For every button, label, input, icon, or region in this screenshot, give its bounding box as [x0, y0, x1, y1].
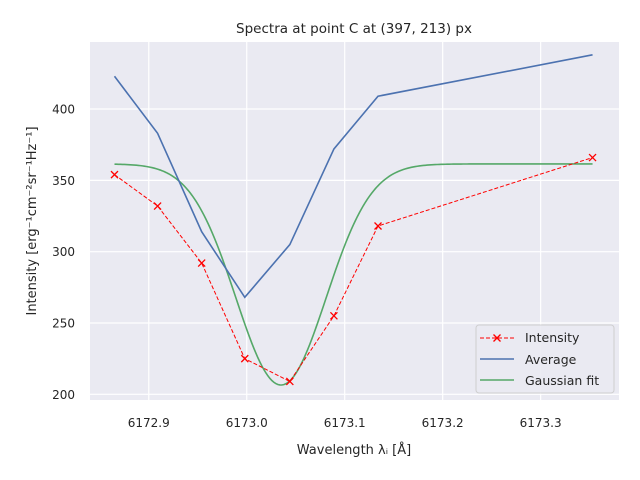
intensity-point — [110, 170, 119, 179]
intensity-point — [153, 202, 162, 210]
y-tick-label: 200 — [52, 388, 75, 402]
y-tick-label: 250 — [52, 316, 75, 330]
y-tick-label: 400 — [52, 103, 75, 117]
intensity-marker-stroke — [588, 153, 597, 162]
intensity-point — [329, 311, 338, 320]
legend-average-label: Average — [525, 352, 577, 367]
x-tick-label: 6172.9 — [128, 416, 170, 430]
y-tick-label: 350 — [52, 174, 75, 188]
intensity-point — [197, 259, 206, 268]
legend-entry-gaussian-fit: Gaussian fit — [480, 373, 599, 388]
y-tick-label: 300 — [52, 245, 75, 259]
intensity-marker-stroke — [240, 354, 249, 363]
intensity-point — [240, 354, 249, 363]
x-tick-label: 6173.0 — [226, 416, 268, 430]
intensity-point — [285, 377, 294, 386]
intensity-marker-stroke — [374, 222, 382, 230]
legend-intensity-label: Intensity — [525, 330, 580, 345]
intensity-point — [374, 222, 382, 230]
series-gaussian-fit-line — [114, 163, 593, 386]
x-tick-label: 6173.2 — [422, 416, 464, 430]
intensity-marker-stroke — [110, 170, 119, 179]
x-axis-label: Wavelength λᵢ [Å] — [297, 442, 411, 458]
x-tick-labels: 6172.9 6173.0 6173.1 6173.2 6173.3 — [128, 416, 562, 430]
intensity-point — [588, 153, 597, 162]
y-axis-label: Intensity [erg⁻¹cm⁻²sr⁻¹Hz⁻¹] — [25, 126, 40, 315]
series-intensity-line — [114, 157, 593, 383]
legend-entry-intensity: Intensity — [480, 330, 580, 345]
intensity-marker-stroke — [197, 259, 206, 268]
legend-gaussian-label: Gaussian fit — [525, 373, 599, 388]
legend-entry-average: Average — [480, 352, 577, 367]
legend-box — [475, 324, 615, 394]
legend-intensity-marker — [493, 334, 501, 342]
intensity-marker-stroke — [329, 311, 338, 320]
series-average-line — [113, 54, 593, 299]
x-tick-label: 6173.3 — [520, 416, 562, 430]
intensity-marker-stroke — [285, 377, 294, 386]
chart-title: Spectra at point C at (397, 213) px — [236, 21, 472, 37]
y-tick-labels: 200 250 300 350 400 — [52, 103, 75, 402]
intensity-marker-stroke — [153, 202, 162, 210]
legend: Intensity Average Gaussian fit — [475, 324, 615, 394]
series-layer — [110, 54, 597, 386]
x-tick-label: 6173.1 — [324, 416, 366, 430]
